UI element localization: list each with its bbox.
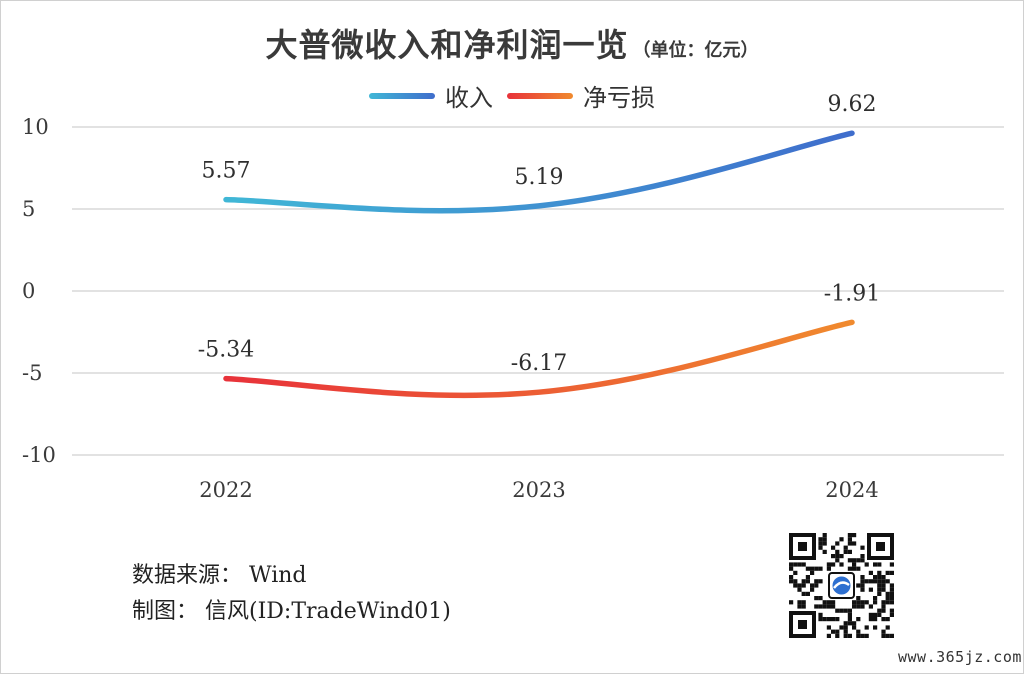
data-labels: 5.57 5.19 9.62 -5.34 -6.17 -1.91 — [198, 92, 880, 376]
x-tick-label: 2023 — [512, 478, 565, 502]
series-line-0 — [223, 130, 855, 214]
author-note: 制图： 信风(ID:TradeWind01) — [132, 599, 451, 624]
y-tick-label: 0 — [22, 279, 35, 303]
grid-lines — [72, 126, 1004, 456]
legend-item-net-loss: 净亏损 — [507, 78, 655, 113]
x-tick-label: 2022 — [199, 478, 252, 502]
y-tick-label: 5 — [22, 197, 35, 221]
legend-label-revenue: 收入 — [445, 84, 493, 112]
legend-swatch-net-loss — [507, 92, 573, 99]
chart-footer: 数据来源： Wind 制图： 信风(ID:TradeWind01) — [132, 558, 451, 630]
chart-title: 大普微收入和净利润一览 （单位：亿元） — [0, 20, 1024, 66]
x-axis-ticks: 2022 2023 2024 — [199, 478, 878, 502]
y-axis-ticks: 10 5 0 -5 -10 — [22, 115, 56, 467]
source-note: 数据来源： Wind — [132, 563, 307, 588]
chart-legend: 收入 净亏损 — [0, 78, 1024, 113]
data-label: 5.19 — [515, 165, 564, 190]
data-label: -6.17 — [511, 351, 567, 376]
y-tick-label: -5 — [22, 361, 42, 385]
qr-code-icon — [789, 533, 894, 638]
y-tick-label: 10 — [22, 115, 49, 139]
data-label: 5.57 — [202, 159, 251, 184]
chart-unit-note: （单位：亿元） — [632, 40, 759, 61]
legend-label-net-loss: 净亏损 — [583, 84, 655, 112]
data-label: -5.34 — [198, 338, 254, 363]
y-tick-label: -10 — [22, 443, 56, 467]
data-label: 9.62 — [828, 92, 877, 117]
legend-swatch-revenue — [369, 92, 435, 99]
watermark-text: www.365jz.com — [898, 648, 1022, 666]
legend-item-revenue: 收入 — [369, 78, 493, 113]
chart-title-main: 大普微收入和净利润一览 — [265, 26, 629, 64]
series-lines — [223, 130, 855, 399]
x-tick-label: 2024 — [825, 478, 878, 502]
series-line-1 — [223, 319, 855, 399]
data-label: -1.91 — [824, 281, 880, 306]
